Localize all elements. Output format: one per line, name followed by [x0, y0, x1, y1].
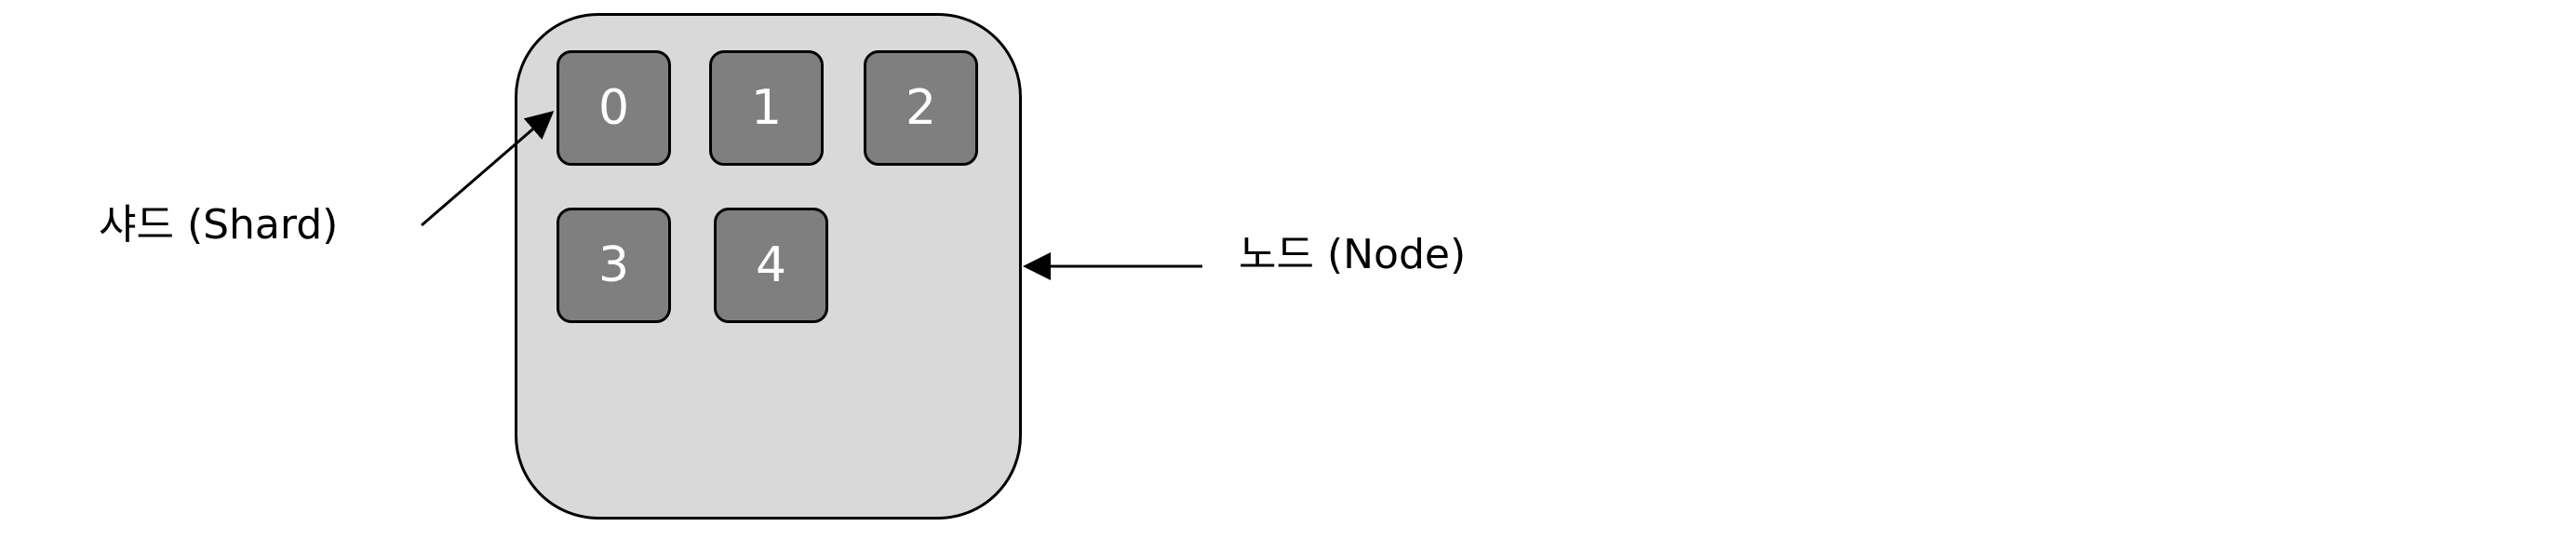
shard-callout-label: 샤드 (Shard) — [99, 201, 339, 249]
shard-label-4: 4 — [755, 237, 787, 293]
shard-box-3: 3 — [557, 208, 671, 323]
shard-box-0: 0 — [557, 50, 671, 166]
shard-box-1: 1 — [709, 50, 824, 166]
shard-label-3: 3 — [597, 237, 630, 293]
shard-label-1: 1 — [750, 80, 783, 136]
shard-label-2: 2 — [905, 80, 937, 136]
node-callout-label: 노드 (Node) — [1239, 231, 1467, 278]
shard-box-4: 4 — [714, 208, 828, 323]
shard-box-2: 2 — [864, 50, 978, 166]
shard-label-0: 0 — [597, 80, 630, 136]
